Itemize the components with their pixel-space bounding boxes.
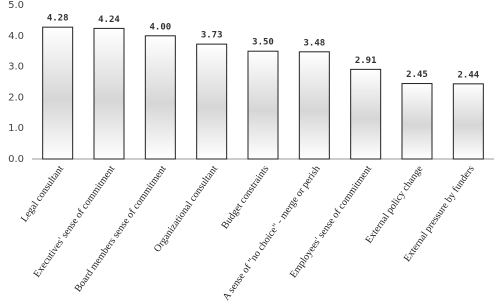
bar [144,35,176,160]
y-tick-label: 3.0 [8,62,24,73]
value-label: 3.50 [252,38,274,48]
value-label: 4.24 [98,15,120,25]
y-tick-label: 4.0 [8,31,24,42]
y-tick-label: 2.0 [8,92,24,103]
bar [93,27,125,160]
bar [401,83,433,160]
value-label: 2.45 [406,70,428,80]
value-label: 4.28 [47,14,69,24]
bar [350,68,382,160]
x-tick-label: Legal consultant [19,164,66,225]
y-tick-label: 1.0 [8,123,24,134]
value-label: 3.48 [303,38,325,48]
value-label: 2.91 [355,56,377,66]
x-tick-label: A sense of "no choice" - merge or perish [221,164,323,301]
x-tick-label: External policy change [363,163,425,245]
bar [298,51,330,160]
x-tick-label: Board members sense of commitment [73,164,169,295]
bar [196,43,228,160]
x-tick-label: Budget constraints [219,164,271,232]
bar [452,83,484,160]
bar [247,50,279,160]
bar [42,26,74,160]
y-tick-label: 5.0 [8,0,24,11]
value-label: 3.73 [201,31,223,41]
value-label: 2.44 [457,70,479,80]
value-label: 4.00 [149,22,171,32]
y-tick-label: 0.0 [8,154,24,165]
